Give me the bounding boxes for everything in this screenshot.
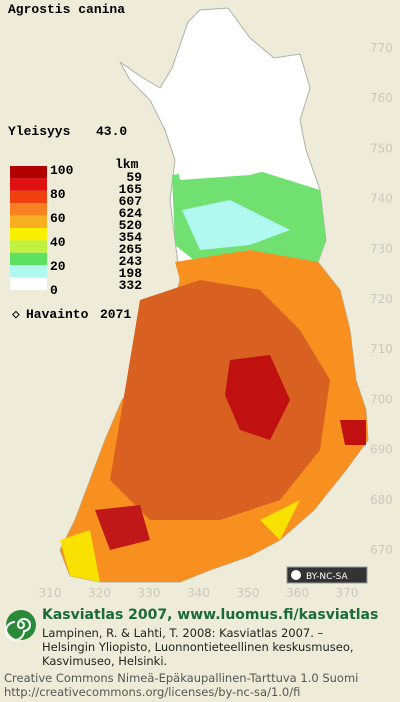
frequency-label: Yleisyys [8, 124, 71, 139]
legend-swatch [10, 277, 47, 290]
grid-y-label: 710 [370, 342, 393, 356]
legend-count: 59 [126, 170, 142, 185]
legend-count: 165 [119, 182, 143, 197]
grid-y-label: 700 [370, 392, 393, 406]
citation-line: Helsingin Yliopisto, Luonnontieteellinen… [42, 640, 354, 654]
license-line: http://creativecommons.org/licenses/by-n… [4, 685, 300, 699]
legend-count: 624 [119, 206, 143, 221]
grid-x-label: 330 [138, 586, 161, 600]
grid-y-label: 770 [370, 41, 393, 55]
citation-line: Kasvimuseo, Helsinki. [42, 654, 167, 668]
grid-y-label: 680 [370, 493, 393, 507]
legend-count: 354 [119, 230, 143, 245]
grid-x-label: 340 [187, 586, 210, 600]
legend-count: 520 [119, 218, 143, 233]
legend-scale-label: 40 [50, 235, 66, 250]
grid-x-label: 350 [237, 586, 260, 600]
grid-x-label: 310 [39, 586, 62, 600]
finland-map [59, 7, 369, 583]
grid-y-label: 750 [370, 141, 393, 155]
legend-count: 198 [119, 266, 143, 281]
legend-swatch [10, 166, 47, 179]
legend-count: 607 [119, 194, 142, 209]
observation-label: Havainto [26, 307, 89, 322]
site-title: Kasviatlas 2007, www.luomus.fi/kasviatla… [42, 607, 378, 623]
legend-count: 243 [119, 254, 143, 269]
grid-y-label: 690 [370, 443, 393, 457]
legend-swatch [10, 240, 47, 253]
legend-scale-label: 80 [50, 187, 66, 202]
grid-y-label: 760 [370, 91, 393, 105]
license-badge: BY-NC-SA [286, 566, 368, 584]
legend-count: 332 [119, 278, 143, 293]
legend-swatch [10, 215, 47, 228]
count-header: lkm [115, 157, 139, 172]
grid-y-label: 740 [370, 192, 393, 206]
legend-swatch [10, 252, 47, 266]
frequency-value: 43.0 [96, 124, 127, 139]
observation-value: 2071 [100, 307, 131, 322]
grid-x-label: 360 [286, 586, 309, 600]
badge-text: BY-NC-SA [306, 572, 349, 582]
legend-swatch [10, 190, 47, 204]
legend-swatch [10, 203, 47, 216]
grid-y-label: 720 [370, 292, 393, 306]
grid-x-label: 320 [88, 586, 111, 600]
legend-scale-label: 60 [50, 211, 66, 226]
grid-y-label: 670 [370, 543, 393, 557]
legend-scale-label: 20 [50, 259, 66, 274]
grid-y-label: 730 [370, 242, 393, 256]
legend-swatch [10, 178, 47, 191]
legend-count: 265 [119, 242, 143, 257]
grid-x-label: 370 [336, 586, 359, 600]
legend-swatch [10, 265, 47, 278]
legend-swatch [10, 228, 47, 241]
logo [5, 610, 36, 641]
license-line: Creative Commons Nimeä-Epäkaupallinen-Ta… [4, 671, 358, 685]
legend-scale-label: 0 [50, 283, 58, 298]
observation-symbol: ◇ [12, 307, 20, 322]
legend-scale-label: 100 [50, 163, 74, 178]
citation-line: Lampinen, R. & Lahti, T. 2008: Kasviatla… [42, 626, 324, 640]
species-title: Agrostis canina [8, 2, 125, 17]
